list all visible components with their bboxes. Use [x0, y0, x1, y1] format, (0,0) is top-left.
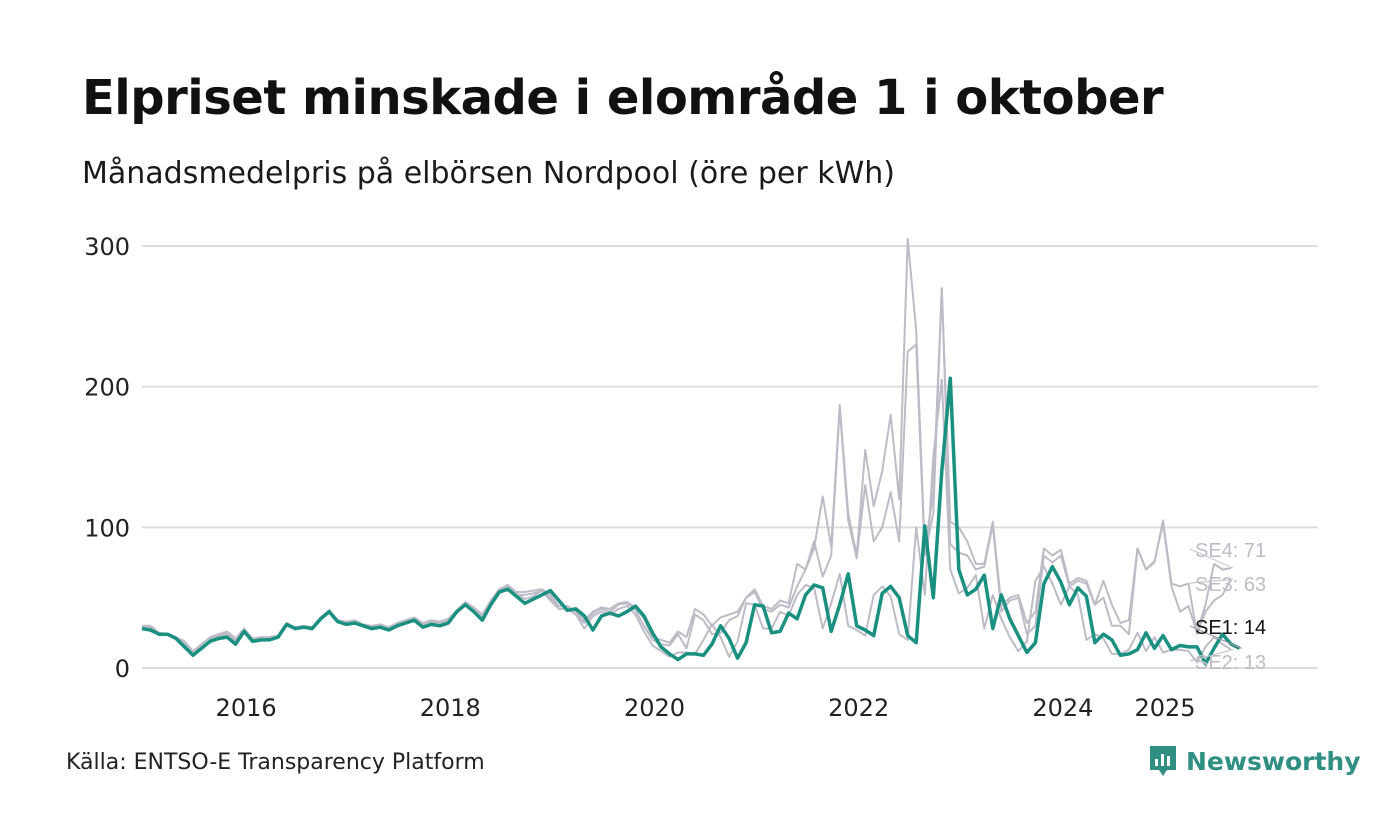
- chart-title: Elpriset minskade i elområde 1 i oktober: [82, 70, 1164, 126]
- newsworthy-logo-icon: [1150, 746, 1176, 776]
- x-tick-label: 2024: [1032, 694, 1093, 722]
- x-tick-label: 2022: [828, 694, 889, 722]
- brand-name: Newsworthy: [1186, 746, 1361, 776]
- series-end-labels: SE2: 13 SE3: 63 SE4: 71 SE1: 14: [1189, 540, 1266, 674]
- series-lines: [141, 238, 1241, 666]
- chart-subtitle: Månadsmedelpris på elbörsen Nordpool (ör…: [82, 156, 895, 191]
- series-label-se2: SE2: 13: [1195, 652, 1266, 674]
- series-label-se1: SE1: 14: [1195, 617, 1266, 639]
- label-leader-se4: [1189, 548, 1234, 569]
- source-note: Källa: ENTSO-E Transparency Platform: [66, 750, 485, 775]
- y-tick-label: 0: [115, 655, 130, 683]
- series-label-se3: SE3: 63: [1195, 574, 1266, 596]
- y-axis-ticks: 0 100 200 300: [84, 233, 130, 683]
- y-tick-label: 300: [84, 233, 130, 261]
- x-tick-label: 2016: [216, 694, 277, 722]
- label-leader-se2: [1189, 649, 1234, 662]
- series-line-se1: [141, 376, 1241, 666]
- x-axis-ticks: 2016 2018 2020 2022 2024 2025: [216, 694, 1196, 722]
- series-label-se4: SE4: 71: [1195, 540, 1266, 562]
- series-line-se2: [142, 378, 1232, 664]
- x-tick-label: 2025: [1134, 694, 1195, 722]
- x-tick-label: 2018: [420, 694, 481, 722]
- label-leader-se1: [1189, 625, 1242, 649]
- y-tick-label: 200: [84, 374, 130, 402]
- label-leader-se3: [1189, 578, 1234, 584]
- brand-logo[interactable]: Newsworthy: [1148, 744, 1361, 778]
- gridlines: [142, 245, 1318, 669]
- line-chart: 0 100 200 300 2016 2018 2020 2022 2024 2025 SE2:…: [84, 233, 1318, 722]
- y-tick-label: 100: [84, 514, 130, 542]
- x-tick-label: 2020: [624, 694, 685, 722]
